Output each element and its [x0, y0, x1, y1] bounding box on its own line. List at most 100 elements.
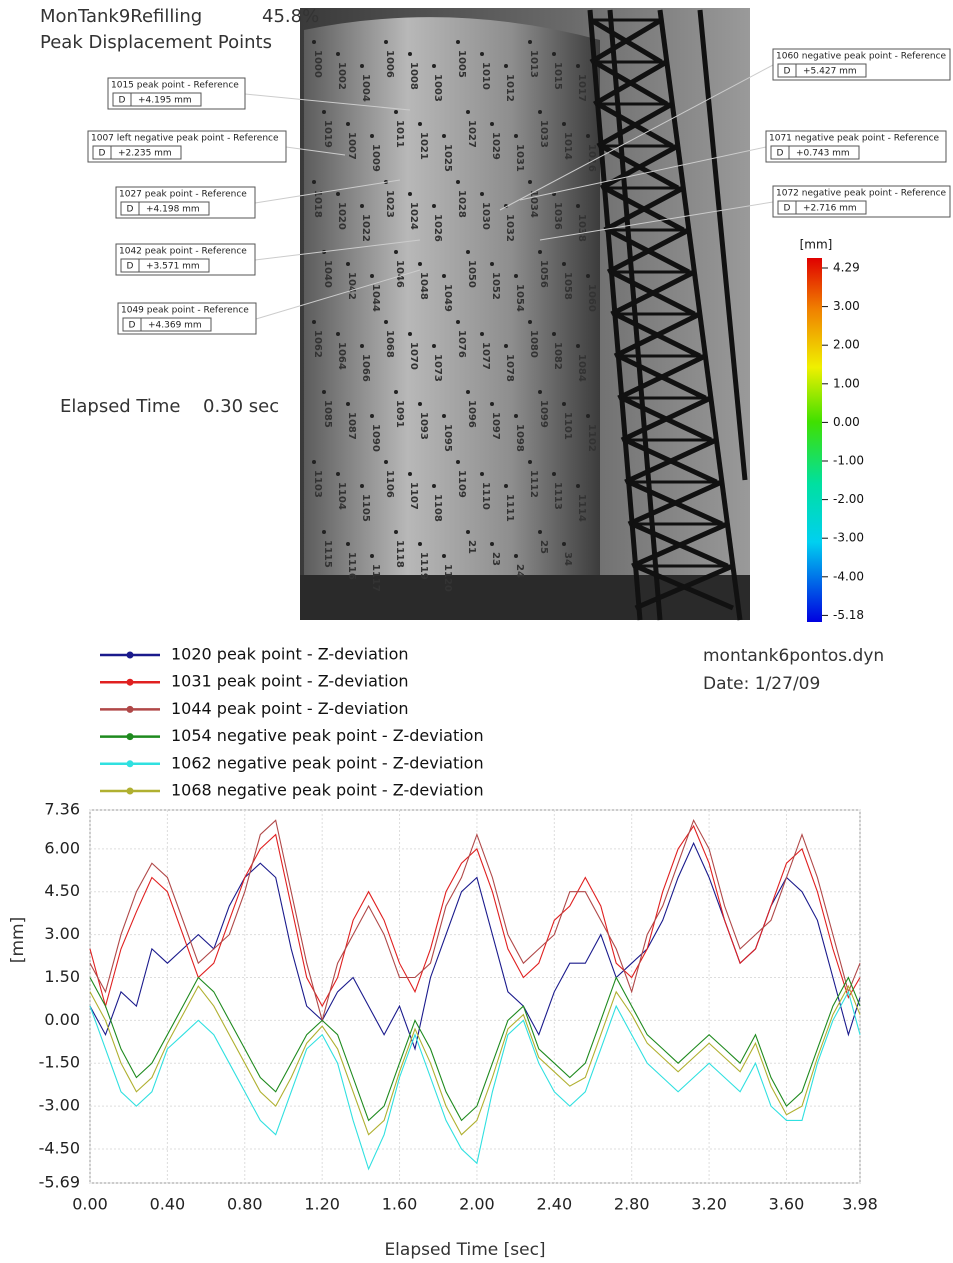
point-marker — [562, 262, 566, 266]
point-marker — [576, 484, 580, 488]
callout-title: 1015 peak point - Reference — [111, 81, 239, 91]
callout-value: +2.235 mm — [118, 149, 172, 159]
legend-marker — [126, 733, 134, 741]
point-marker — [456, 460, 460, 464]
point-marker — [370, 554, 374, 558]
callout-title: 1060 negative peak point - Reference — [776, 52, 947, 62]
point-marker — [312, 460, 316, 464]
point-marker — [370, 134, 374, 138]
point-marker — [408, 192, 412, 196]
callout-key: D — [119, 96, 126, 106]
leader-line — [519, 146, 767, 201]
tower-brace — [599, 143, 680, 191]
point-marker — [394, 250, 398, 254]
point-marker — [480, 192, 484, 196]
point-label: 1007 — [346, 132, 357, 160]
point-label: 1033 — [538, 120, 549, 148]
y-tick-label: -4.50 — [39, 1138, 80, 1157]
colorbar — [807, 258, 822, 622]
point-marker — [538, 390, 542, 394]
x-tick-label: 3.20 — [691, 1195, 727, 1214]
point-label: 1056 — [538, 260, 549, 288]
colorbar-label: -5.18 — [833, 608, 864, 622]
colorbar-label: 4.29 — [833, 261, 860, 275]
point-marker — [576, 204, 580, 208]
point-label: 1044 — [370, 284, 381, 312]
point-label: 1090 — [370, 424, 381, 452]
series-line — [89, 984, 861, 1136]
point-label: 1054 — [514, 284, 525, 312]
legend-label: 1062 negative peak point - Z-deviation — [171, 753, 484, 772]
callout-value-box — [795, 63, 867, 78]
point-label: 34 — [562, 552, 573, 566]
point-label: 1050 — [466, 260, 477, 288]
point-label: 1076 — [456, 330, 467, 358]
point-marker — [432, 204, 436, 208]
point-label: 1013 — [528, 50, 539, 78]
point-label: 1103 — [312, 470, 323, 498]
point-marker — [442, 414, 446, 418]
point-marker — [432, 64, 436, 68]
point-marker — [466, 390, 470, 394]
point-label: 1114 — [576, 494, 587, 522]
point-marker — [442, 554, 446, 558]
point-marker — [432, 344, 436, 348]
legend-marker — [126, 787, 134, 795]
point-label: 1097 — [490, 412, 501, 440]
point-marker — [442, 274, 446, 278]
point-label: 1026 — [432, 214, 443, 242]
tower-brace — [603, 185, 685, 233]
colorbar-label: 3.00 — [833, 299, 860, 313]
tower-brace — [620, 395, 712, 443]
callout-title: 1071 negative peak point - Reference — [769, 134, 940, 144]
legend-label: 1068 negative peak point - Z-deviation — [171, 781, 484, 800]
date: Date: 1/27/09 — [703, 674, 820, 694]
file-name: montank6pontos.dyn — [703, 646, 884, 666]
point-marker — [312, 180, 316, 184]
photo — [300, 8, 750, 621]
point-marker — [514, 414, 518, 418]
x-tick-label: 2.40 — [537, 1195, 573, 1214]
point-marker — [394, 530, 398, 534]
point-marker — [466, 530, 470, 534]
point-marker — [456, 320, 460, 324]
colorbar-label: 0.00 — [833, 415, 860, 429]
legend-marker — [126, 678, 134, 686]
point-label: 1102 — [586, 424, 597, 452]
point-marker — [408, 52, 412, 56]
callout-value: +4.198 mm — [146, 205, 200, 215]
series-line — [89, 976, 861, 1122]
point-marker — [322, 110, 326, 114]
point-marker — [322, 530, 326, 534]
point-label: 1060 — [586, 284, 597, 312]
point-label: 1117 — [370, 564, 381, 592]
point-marker — [408, 472, 412, 476]
point-label: 1077 — [480, 342, 491, 370]
point-marker — [538, 110, 542, 114]
point-marker — [576, 64, 580, 68]
point-label: 23 — [490, 552, 501, 566]
point-marker — [408, 332, 412, 336]
point-marker — [528, 40, 532, 44]
point-label: 1046 — [394, 260, 405, 288]
title: MonTank9Refilling — [40, 6, 202, 27]
point-label: 1118 — [394, 540, 405, 568]
point-label: 1008 — [408, 62, 419, 90]
point-label: 1003 — [432, 74, 443, 102]
point-marker — [466, 250, 470, 254]
point-label: 1010 — [480, 62, 491, 90]
point-label: 1002 — [336, 62, 347, 90]
point-label: 1106 — [384, 470, 395, 498]
point-labels: 1000 1002 1004 1006 1008 1003 1005 1010 1012 1013… — [312, 40, 597, 592]
x-tick-label: 0.00 — [72, 1195, 108, 1214]
callout-key: D — [129, 321, 136, 331]
y-tick-label: -3.00 — [39, 1096, 80, 1115]
point-label: 1091 — [394, 400, 405, 428]
point-label: 1119 — [418, 552, 429, 580]
y-tick-label: 6.00 — [44, 838, 80, 857]
point-marker — [586, 134, 590, 138]
point-label: 1080 — [528, 330, 539, 358]
point-marker — [504, 64, 508, 68]
point-marker — [504, 484, 508, 488]
